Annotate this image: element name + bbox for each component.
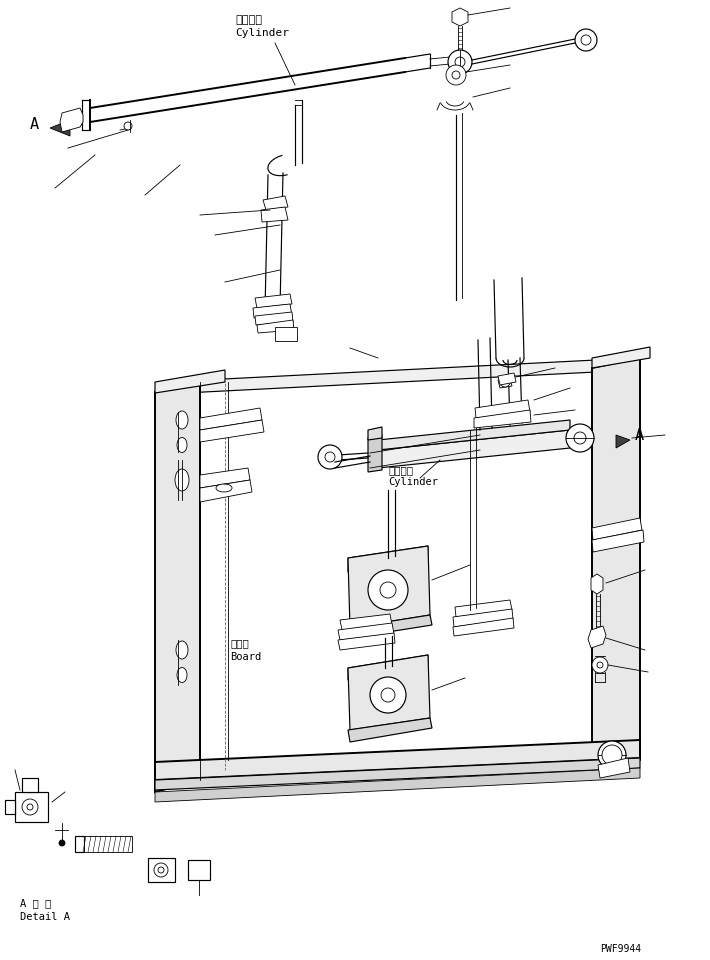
- Circle shape: [368, 570, 408, 610]
- Bar: [275, 327, 297, 341]
- Polygon shape: [475, 400, 530, 418]
- Text: A: A: [635, 428, 644, 443]
- Polygon shape: [348, 655, 430, 730]
- Circle shape: [602, 745, 622, 765]
- Circle shape: [566, 424, 594, 452]
- Text: A: A: [30, 117, 39, 132]
- Text: PWF9944: PWF9944: [600, 944, 641, 954]
- Circle shape: [318, 445, 342, 469]
- Circle shape: [325, 452, 335, 462]
- Polygon shape: [15, 792, 48, 822]
- Circle shape: [455, 57, 465, 67]
- Polygon shape: [84, 836, 132, 852]
- Circle shape: [22, 799, 38, 815]
- Polygon shape: [453, 618, 514, 636]
- Polygon shape: [261, 207, 288, 222]
- Circle shape: [370, 677, 406, 713]
- Polygon shape: [592, 358, 640, 770]
- Circle shape: [124, 122, 132, 130]
- Polygon shape: [155, 740, 640, 780]
- Polygon shape: [474, 410, 531, 428]
- Text: A 詳 細: A 詳 細: [20, 898, 51, 908]
- Polygon shape: [255, 312, 293, 325]
- Circle shape: [574, 432, 586, 444]
- Circle shape: [59, 840, 65, 846]
- Polygon shape: [348, 615, 432, 638]
- Polygon shape: [200, 468, 250, 488]
- Polygon shape: [253, 304, 292, 318]
- Circle shape: [598, 741, 626, 769]
- Circle shape: [158, 867, 164, 873]
- Circle shape: [154, 863, 168, 877]
- Ellipse shape: [175, 469, 189, 491]
- Polygon shape: [200, 420, 264, 442]
- Ellipse shape: [176, 411, 188, 429]
- Circle shape: [581, 35, 591, 45]
- Circle shape: [446, 65, 466, 85]
- Polygon shape: [200, 480, 252, 502]
- Polygon shape: [616, 435, 630, 448]
- Polygon shape: [598, 758, 630, 778]
- Polygon shape: [188, 860, 210, 880]
- Polygon shape: [338, 623, 394, 640]
- Circle shape: [500, 377, 510, 387]
- Polygon shape: [155, 758, 640, 790]
- Ellipse shape: [177, 667, 187, 683]
- Circle shape: [380, 582, 396, 598]
- Text: Cylinder: Cylinder: [235, 28, 289, 38]
- Polygon shape: [592, 530, 644, 552]
- Text: Cylinder: Cylinder: [388, 477, 438, 487]
- Text: Detail A: Detail A: [20, 912, 70, 922]
- Ellipse shape: [216, 484, 232, 492]
- Circle shape: [597, 662, 603, 668]
- Polygon shape: [148, 858, 175, 882]
- Polygon shape: [50, 120, 70, 136]
- Polygon shape: [348, 546, 430, 628]
- Polygon shape: [255, 294, 292, 308]
- Polygon shape: [340, 614, 392, 630]
- Polygon shape: [155, 380, 200, 792]
- Polygon shape: [452, 8, 468, 26]
- Polygon shape: [348, 546, 428, 572]
- Polygon shape: [378, 430, 570, 468]
- Polygon shape: [588, 626, 606, 648]
- Polygon shape: [5, 800, 15, 814]
- Circle shape: [452, 71, 460, 79]
- Polygon shape: [348, 655, 428, 680]
- Polygon shape: [338, 633, 395, 650]
- Polygon shape: [592, 347, 650, 368]
- Polygon shape: [368, 427, 382, 440]
- Polygon shape: [378, 420, 570, 450]
- Polygon shape: [498, 373, 516, 385]
- Circle shape: [381, 688, 395, 702]
- Polygon shape: [263, 196, 288, 210]
- Polygon shape: [257, 320, 294, 333]
- Polygon shape: [165, 746, 635, 782]
- Polygon shape: [591, 574, 603, 594]
- Circle shape: [606, 749, 618, 761]
- Polygon shape: [455, 600, 512, 617]
- Polygon shape: [165, 358, 635, 394]
- Text: Board: Board: [230, 652, 261, 662]
- Polygon shape: [200, 408, 262, 430]
- Circle shape: [592, 657, 608, 673]
- Polygon shape: [453, 609, 513, 627]
- Circle shape: [448, 50, 472, 74]
- Polygon shape: [498, 378, 512, 388]
- Polygon shape: [592, 518, 642, 540]
- Circle shape: [575, 29, 597, 51]
- Polygon shape: [75, 836, 84, 852]
- Polygon shape: [60, 108, 83, 132]
- Polygon shape: [155, 768, 640, 802]
- Polygon shape: [368, 435, 382, 472]
- Text: ボード: ボード: [230, 638, 248, 648]
- Polygon shape: [22, 778, 38, 792]
- Ellipse shape: [176, 641, 188, 659]
- Polygon shape: [348, 718, 432, 742]
- Text: シリンダ: シリンダ: [235, 15, 262, 25]
- Text: シリンダ: シリンダ: [388, 465, 413, 475]
- Polygon shape: [155, 370, 225, 393]
- Ellipse shape: [177, 438, 187, 452]
- Circle shape: [27, 804, 33, 810]
